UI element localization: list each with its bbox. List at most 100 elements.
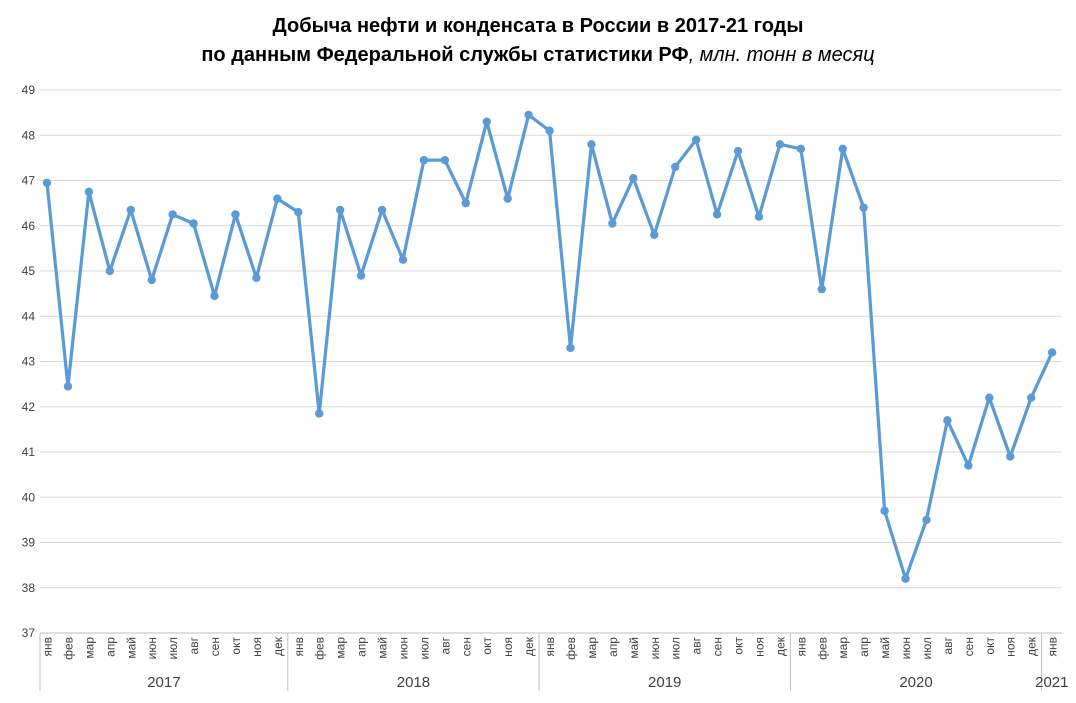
x-axis-month-label: май [376, 637, 390, 659]
x-axis-month-label: мар [334, 637, 348, 659]
x-axis-month-label: мар [82, 637, 96, 659]
x-axis-month-label: апр [606, 637, 620, 657]
data-point-marker [105, 266, 115, 276]
data-point-marker [440, 155, 450, 165]
y-axis-tick-label: 38 [22, 581, 36, 595]
y-axis-tick-label: 42 [22, 400, 36, 414]
data-point-marker [168, 210, 177, 219]
data-point-marker [398, 255, 408, 264]
data-line [45, 113, 1054, 581]
x-axis-month-label: июл [166, 637, 180, 659]
x-axis-year-label: 2021 [1035, 674, 1068, 691]
x-axis-month-label: июн [396, 637, 410, 659]
x-axis-month-label: апр [103, 637, 117, 657]
data-point-marker [985, 393, 994, 402]
chart-title: Добыча нефти и конденсата в России в 201… [272, 15, 804, 37]
data-point-marker [608, 219, 617, 228]
x-axis-month-label: июл [920, 637, 934, 659]
x-axis-month-label: авг [690, 636, 704, 654]
data-point-marker [943, 416, 952, 425]
x-axis-month-label: апр [857, 637, 871, 657]
data-point-marker [419, 155, 429, 165]
data-point-marker [775, 140, 785, 149]
x-axis-month-label: сен [962, 637, 976, 656]
data-point-marker [147, 275, 156, 285]
x-axis-month-label: июн [145, 637, 159, 659]
x-axis-month-label: авг [438, 636, 452, 654]
data-point-marker [1006, 452, 1015, 461]
x-axis-month-label: ноя [1004, 637, 1018, 657]
data-point-marker [189, 219, 198, 228]
x-axis-month-label: ноя [501, 637, 515, 657]
data-point-marker [315, 409, 324, 418]
data-point-marker [922, 515, 931, 525]
x-axis-month-label: янв [41, 637, 55, 657]
data-point-marker [126, 205, 135, 215]
x-axis-month-label: май [124, 637, 138, 659]
x-axis-month-label: июн [899, 637, 913, 659]
x-axis-month-label: мар [585, 637, 599, 659]
x-axis-year-label: 2019 [648, 674, 681, 691]
x-axis-month-label: окт [480, 637, 494, 655]
y-axis-tick-label: 39 [22, 536, 36, 550]
x-axis-year-label: 2017 [147, 674, 180, 691]
x-axis-month-label: окт [229, 637, 243, 655]
x-axis-month-label: апр [355, 637, 369, 657]
x-axis-month-label: май [878, 637, 892, 659]
data-point-marker [545, 126, 554, 135]
data-point-marker [817, 284, 826, 294]
y-axis-tick-label: 40 [22, 490, 36, 504]
y-axis-tick-label: 41 [22, 445, 36, 459]
data-point-marker [252, 273, 261, 282]
x-axis-month-label: авг [187, 636, 201, 654]
x-axis-month-label: янв [1046, 637, 1060, 657]
x-axis-month-label: авг [941, 636, 955, 654]
x-axis-month-label: окт [983, 637, 997, 655]
x-axis-year-label: 2018 [397, 674, 430, 691]
x-axis-month-label: дек [1025, 636, 1039, 656]
data-point-marker [503, 194, 512, 203]
data-point-marker [1047, 348, 1057, 357]
y-axis-tick-label: 37 [22, 626, 36, 640]
data-point-marker [377, 205, 387, 215]
x-axis-month-label: фев [61, 637, 75, 660]
y-axis-tick-label: 47 [22, 174, 36, 188]
x-axis-month-label: янв [543, 637, 557, 657]
x-axis-month-label: сен [208, 637, 222, 656]
data-point-marker [461, 198, 470, 208]
x-axis-month-label: мар [836, 637, 850, 659]
y-axis-tick-label: 44 [22, 309, 36, 323]
x-axis-month-label: дек [522, 636, 536, 656]
y-axis-tick-label: 43 [22, 355, 36, 369]
data-point-marker [84, 187, 94, 197]
x-axis-month-label: дек [773, 636, 787, 656]
data-point-marker [294, 207, 303, 217]
data-point-marker [964, 461, 973, 470]
data-point-marker [356, 271, 366, 280]
x-axis-month-label: окт [732, 637, 746, 655]
x-axis-year-label: 2020 [899, 674, 932, 691]
data-point-marker [231, 210, 240, 219]
data-point-marker [335, 205, 345, 215]
chart-subtitle-source: по данным Федеральной службы статистики … [201, 44, 689, 66]
x-axis-month-label: фев [564, 637, 578, 660]
x-axis-month-label: фев [313, 637, 327, 660]
x-axis-month-label: ноя [752, 637, 766, 657]
data-point-marker [671, 162, 680, 172]
x-axis-month-label: ноя [250, 637, 264, 657]
chart-subtitle: по данным Федеральной службы статистики … [0, 41, 1076, 70]
data-point-marker [210, 291, 219, 301]
data-point-marker [733, 146, 743, 156]
data-point-marker [691, 135, 701, 144]
x-axis-month-label: сен [459, 637, 473, 656]
data-point-marker [63, 382, 73, 391]
data-point-marker [754, 212, 764, 221]
x-axis-month-label: июл [669, 637, 683, 659]
data-point-marker [838, 144, 847, 154]
data-point-marker [650, 230, 659, 239]
data-point-marker [587, 140, 596, 149]
x-axis-month-label: июл [417, 637, 431, 659]
x-axis-month-label: июн [648, 637, 662, 659]
data-point-marker [859, 203, 868, 212]
